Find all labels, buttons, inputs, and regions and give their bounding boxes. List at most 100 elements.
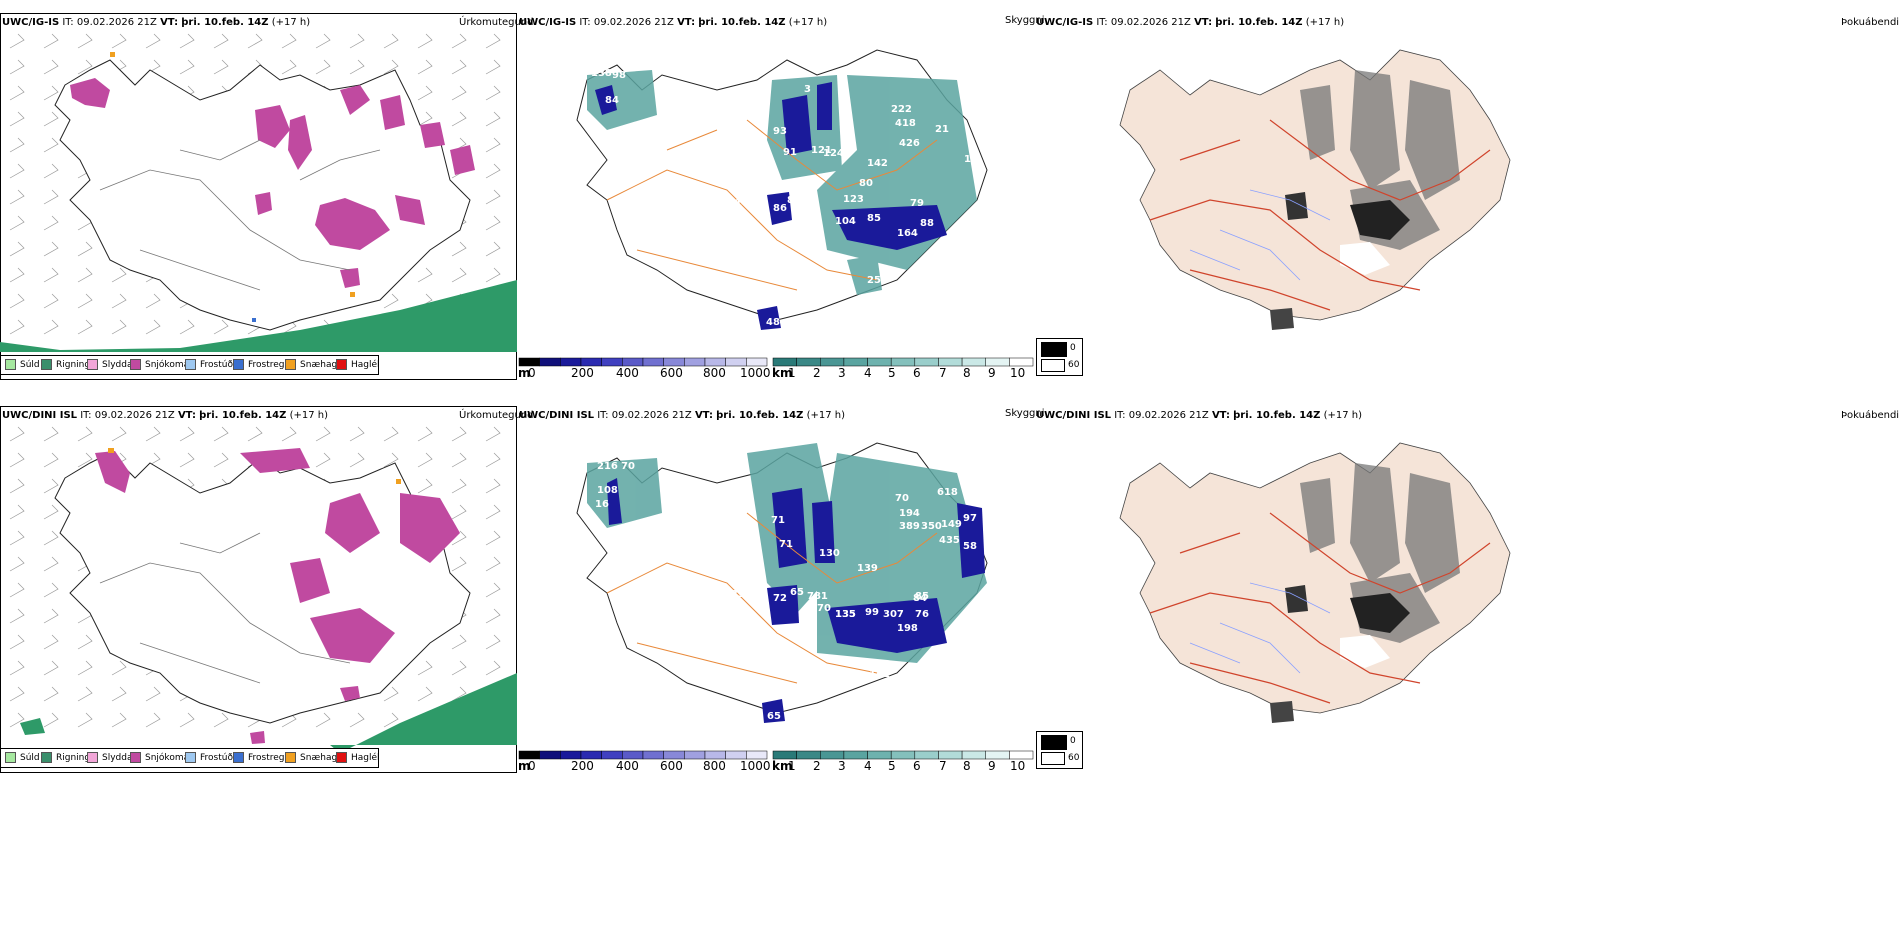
wind-barb: [43, 137, 59, 153]
panel-title-fog-1: Þokuábendi: [1841, 17, 1900, 28]
wind-barb: [77, 33, 93, 49]
wind-barb: [179, 319, 195, 335]
wind-barb: [77, 634, 93, 650]
orange-hail-spot-2: [396, 479, 401, 484]
wind-barb: [145, 319, 161, 335]
wind-barb: [417, 33, 433, 49]
wind-barb: [315, 426, 331, 442]
wind-barb: [383, 452, 399, 468]
wind-barb: [9, 59, 25, 75]
panel-title-precip-1: Úrkomutegund: [459, 17, 534, 28]
run-header-precip-2: UWC/DINI ISL IT: 09.02.2026 21Z VT: þri.…: [2, 410, 329, 421]
blue-low-ceiling-areas: [607, 478, 985, 723]
colorbar-swatch: [539, 750, 561, 760]
wind-barb: [417, 426, 433, 442]
wind-barb: [77, 452, 93, 468]
wind-barb: [43, 426, 59, 442]
blue-freezing-spot: [252, 318, 256, 322]
wind-barb: [9, 426, 25, 442]
wind-barb: [9, 686, 25, 702]
wind-barb: [111, 426, 127, 442]
wind-barb: [315, 712, 331, 728]
row-1: UWC/IG-IS IT: 09.02.2026 21Z VT: þri. 10…: [0, 13, 1900, 380]
wind-barb: [213, 59, 229, 75]
fog-legend-swatch-0: [1041, 342, 1067, 357]
fog-dark-core-2: [1285, 585, 1308, 613]
wind-barb: [485, 452, 501, 468]
colorbar-swatch: [518, 357, 540, 367]
wind-barb: [451, 241, 467, 257]
orange-hail-spot: [110, 52, 115, 57]
snow-blobs: [95, 448, 460, 744]
colorbar-swatch: [1009, 750, 1034, 760]
row-2: UWC/DINI ISL IT: 09.02.2026 21Z VT: þri.…: [0, 406, 1900, 773]
wind-barb: [145, 33, 161, 49]
wind-barb: [213, 452, 229, 468]
colorbar-swatch: [601, 750, 623, 760]
fog-legend-swatch-0: [1041, 735, 1067, 750]
colorbar-swatch: [539, 357, 561, 367]
fog-grey-areas: [1300, 70, 1460, 250]
wind-barb: [77, 267, 93, 283]
colorbar-swatch: [985, 357, 1010, 367]
colorbar-swatch: [961, 750, 986, 760]
colorbar-swatch: [663, 750, 685, 760]
wind-barb: [213, 712, 229, 728]
fog-map-2: [1119, 442, 1511, 723]
rivers-blue: [1189, 189, 1331, 281]
colorbar-swatch: [914, 750, 939, 760]
wind-barb: [111, 686, 127, 702]
wind-barb: [349, 59, 365, 75]
wind-barb: [9, 660, 25, 676]
colorbar-swatch: [1009, 357, 1034, 367]
colorbar-swatch: [890, 357, 916, 367]
wind-barb: [9, 85, 25, 101]
fog-dark-core: [1350, 593, 1410, 633]
colorbar-swatch: [684, 750, 706, 760]
wind-barb: [485, 33, 501, 49]
colorbar-swatch: [684, 357, 706, 367]
wind-barb: [179, 712, 195, 728]
wind-barb: [417, 660, 433, 676]
fog-legend-swatch-60: [1041, 752, 1065, 765]
legend-item-sudl: Súld: [5, 359, 40, 370]
colorbar-swatch: [890, 750, 916, 760]
wind-barb: [43, 608, 59, 624]
wind-barb: [485, 530, 501, 546]
mid-labels-2: 216 70 108 16 71 71 130 70 618 194 389 3…: [595, 461, 977, 722]
wind-barb: [43, 189, 59, 205]
wind-barb: [43, 634, 59, 650]
colorbar-swatch: [601, 357, 623, 367]
wind-barb: [43, 530, 59, 546]
wind-barb: [383, 59, 399, 75]
wind-barb: [179, 59, 195, 75]
wind-barb: [451, 452, 467, 468]
precip-map-2: [9, 426, 517, 753]
wind-barb: [43, 85, 59, 101]
wind-barb: [485, 189, 501, 205]
wind-barb: [485, 660, 501, 676]
wind-barb: [485, 241, 501, 257]
run-header-fog-1: UWC/IG-IS IT: 09.02.2026 21Z VT: þri. 10…: [1036, 17, 1345, 28]
fog-dark-core: [1350, 200, 1410, 240]
wind-barb: [9, 33, 25, 49]
wind-barb: [213, 426, 229, 442]
wind-barb: [451, 634, 467, 650]
wind-barb: [9, 189, 25, 205]
colorbar-swatch: [746, 750, 768, 760]
fog-white-glacier: [1340, 635, 1390, 668]
wind-barb: [145, 293, 161, 309]
legend-item-snjokoma: Snjókoma: [130, 359, 189, 370]
wind-barb: [451, 85, 467, 101]
wind-barb: [213, 33, 229, 49]
colorbar-swatch: [580, 750, 602, 760]
wind-barb: [247, 426, 263, 442]
wind-barb: [9, 530, 25, 546]
run-header-cloud-2: UWC/DINI ISL IT: 09.02.2026 21Z VT: þri.…: [519, 410, 846, 421]
legend-item-snaehagl: Snæhagl: [285, 752, 340, 763]
wind-barb: [417, 452, 433, 468]
wind-barb: [349, 33, 365, 49]
wind-barb: [179, 426, 195, 442]
road-network-red: [1149, 119, 1491, 311]
green-sea-area: [0, 280, 517, 352]
